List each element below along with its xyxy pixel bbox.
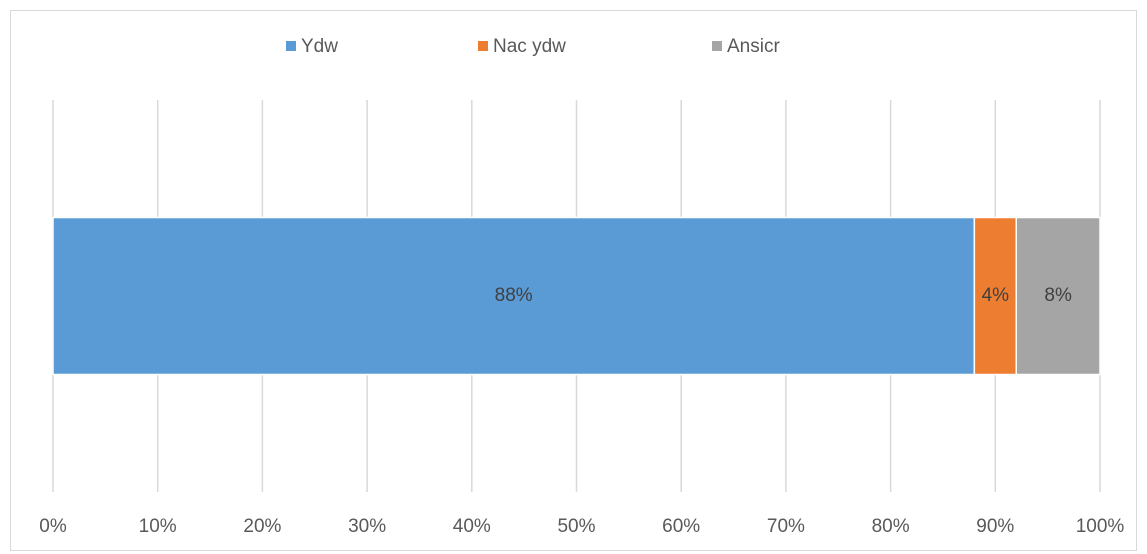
legend-swatch <box>478 41 488 51</box>
x-tick-label: 20% <box>243 516 281 537</box>
data-label: 8% <box>1044 285 1072 306</box>
x-tick-label: 100% <box>1076 516 1125 537</box>
x-tick-label: 0% <box>39 516 67 537</box>
legend-swatch <box>286 41 296 51</box>
x-tick-label: 70% <box>767 516 805 537</box>
bar-segment <box>52 216 976 376</box>
bar-segment <box>1015 216 1101 376</box>
x-tick-label: 80% <box>872 516 910 537</box>
x-tick-label: 30% <box>348 516 386 537</box>
legend-label: Nac ydw <box>493 36 566 57</box>
x-tick-label: 90% <box>976 516 1014 537</box>
legend-swatch <box>712 41 722 51</box>
x-tick-label: 50% <box>557 516 595 537</box>
data-label: 4% <box>982 285 1010 306</box>
legend-label: Ydw <box>301 36 338 57</box>
x-tick-label: 10% <box>139 516 177 537</box>
data-label: 88% <box>495 285 533 306</box>
x-tick-label: 40% <box>453 516 491 537</box>
legend-label: Ansicr <box>727 36 780 57</box>
x-tick-label: 60% <box>662 516 700 537</box>
